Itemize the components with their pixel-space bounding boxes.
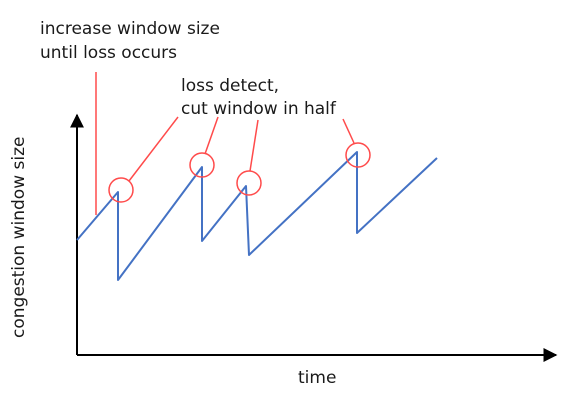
increase-label-line2: until loss occurs bbox=[40, 43, 177, 63]
loss-label-line1: loss detect, bbox=[181, 76, 279, 96]
x-axis-label: time bbox=[298, 368, 336, 388]
loss-callout-line-4 bbox=[342, 118, 355, 144]
loss-marker-2 bbox=[189, 152, 215, 178]
loss-marker-1 bbox=[108, 177, 134, 203]
loss-label-line2: cut window in half bbox=[181, 99, 337, 119]
loss-callout-line-3 bbox=[249, 119, 259, 172]
congestion-window-line bbox=[76, 151, 438, 281]
loss-marker-4 bbox=[345, 142, 371, 168]
loss-marker-3 bbox=[236, 170, 262, 196]
y-axis-label: congestion window size bbox=[9, 137, 29, 338]
loss-callout-line-2 bbox=[204, 116, 219, 155]
loss-callout-line-1 bbox=[128, 116, 179, 182]
increase-label-line1: increase window size bbox=[40, 19, 220, 39]
